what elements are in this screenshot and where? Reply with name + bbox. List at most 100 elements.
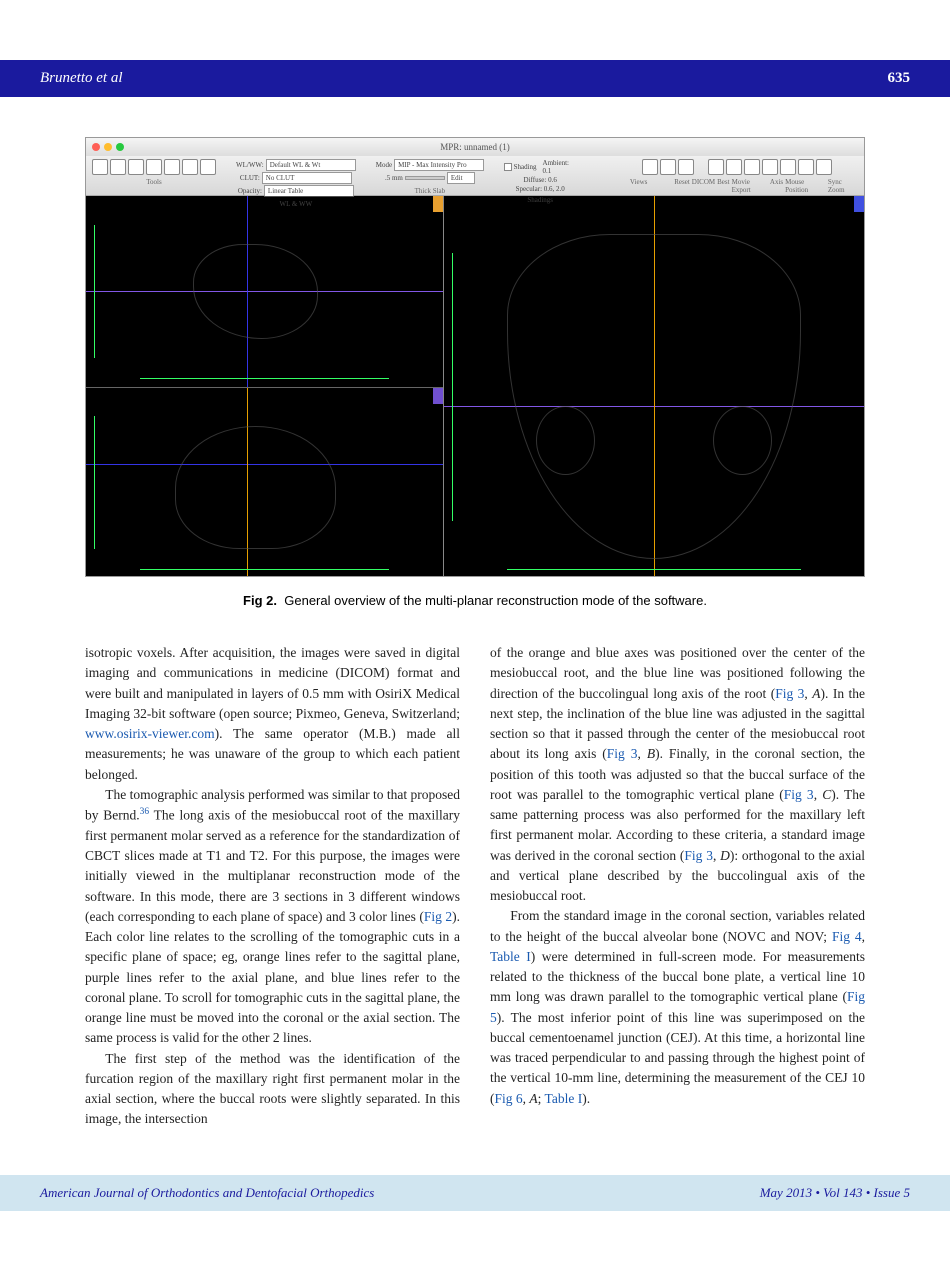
link-table1[interactable]: Table I — [490, 949, 531, 964]
header-bar: Brunetto et al 635 — [0, 60, 950, 97]
r-lbl: Best — [717, 178, 729, 194]
tool-icon — [128, 159, 144, 175]
ruler — [140, 569, 390, 570]
column-left: isotropic voxels. After acquisition, the… — [85, 643, 460, 1130]
sagittal-pane — [86, 196, 443, 388]
panel-A: A — [529, 1091, 537, 1106]
r-lbl: Mouse Position — [785, 178, 826, 194]
para: From the standard image in the coronal s… — [490, 906, 865, 1109]
link-fig2[interactable]: Fig 2 — [424, 909, 452, 924]
header-author: Brunetto et al — [40, 70, 123, 87]
window-title: MPR: unnamed (1) — [440, 142, 510, 152]
caption-text: General overview of the multi-planar rec… — [284, 593, 707, 608]
link-fig4[interactable]: Fig 4 — [832, 929, 862, 944]
wlww-l3: Opacity: — [238, 187, 262, 195]
blue-tag — [854, 196, 864, 212]
right-tools: Views Reset DICOM Best Movie Export Axis… — [616, 159, 858, 194]
anatomy-outline — [193, 244, 318, 339]
r-lbl: Axis — [770, 178, 783, 194]
thick-slider — [405, 176, 445, 180]
para: The tomographic analysis performed was s… — [85, 785, 460, 1049]
panel-A: A — [812, 686, 820, 701]
shad-amb: Ambient: 0.1 — [543, 159, 577, 175]
best-icon — [744, 159, 760, 175]
panel-C: C — [822, 787, 831, 802]
sync-icon — [816, 159, 832, 175]
wlww-sel1: Default WL & Wt — [266, 159, 356, 171]
close-dot — [92, 143, 100, 151]
thick-mode: Mode — [376, 161, 392, 169]
purple-tag — [433, 388, 443, 404]
issue-info: May 2013 • Vol 143 • Issue 5 — [760, 1185, 910, 1201]
tool-icon — [164, 159, 180, 175]
body-columns: isotropic voxels. After acquisition, the… — [85, 643, 865, 1130]
tool-icon — [200, 159, 216, 175]
toolbar: Tools WL/WW:Default WL & Wt CLUT:No CLUT… — [86, 156, 864, 196]
figure-caption: Fig 2. General overview of the multi-pla… — [85, 593, 865, 608]
software-screenshot: MPR: unnamed (1) Tools — [85, 137, 865, 577]
zoom-dot — [116, 143, 124, 151]
mouse-icon — [798, 159, 814, 175]
thick-sel: MIP - Max Intensity Pro — [394, 159, 484, 171]
panel-B: B — [647, 746, 655, 761]
tool-icon — [92, 159, 108, 175]
traffic-lights — [92, 143, 124, 151]
orange-tag — [433, 196, 443, 212]
text: ) were determined in full-screen mode. F… — [490, 949, 865, 1005]
content-area: MPR: unnamed (1) Tools — [0, 137, 950, 1130]
link-fig3[interactable]: Fig 3 — [607, 746, 638, 761]
text: From the standard image in the coronal s… — [490, 908, 865, 943]
ruler — [452, 253, 453, 520]
figure-2: MPR: unnamed (1) Tools — [85, 137, 865, 608]
mpr-views — [86, 196, 864, 577]
ref-36[interactable]: 36 — [140, 807, 149, 817]
tools-label: Tools — [146, 178, 161, 186]
r-lbl: Movie Export — [732, 178, 768, 194]
header-page-number: 635 — [888, 70, 911, 87]
para: The first step of the method was the ide… — [85, 1049, 460, 1130]
tool-icon — [110, 159, 126, 175]
para: of the orange and blue axes was position… — [490, 643, 865, 906]
link-osirix[interactable]: www.osirix-viewer.com — [85, 726, 215, 741]
views-icon — [678, 159, 694, 175]
tool-icon — [146, 159, 162, 175]
r-lbl: Sync Zoom — [828, 178, 858, 194]
link-table1[interactable]: Table I — [545, 1091, 583, 1106]
thick-mm: .5 mm — [385, 174, 403, 182]
anatomy-outline — [175, 426, 336, 550]
text: , — [638, 746, 647, 761]
movie-icon — [762, 159, 778, 175]
text: The first step of the method was the ide… — [85, 1051, 460, 1127]
column-right: of the orange and blue axes was position… — [490, 643, 865, 1130]
shad-check: Shading — [514, 163, 537, 171]
wlww-l2: CLUT: — [240, 174, 260, 182]
text: ). — [582, 1091, 590, 1106]
dicom-icon — [726, 159, 742, 175]
link-fig3[interactable]: Fig 3 — [684, 848, 713, 863]
tool-icon — [182, 159, 198, 175]
ruler — [94, 225, 95, 358]
views-icon — [660, 159, 676, 175]
shad-spec: Specular: 0.6, 2.0 — [516, 185, 565, 193]
ruler — [140, 378, 390, 379]
window-titlebar: MPR: unnamed (1) — [86, 138, 864, 156]
shading-check — [504, 163, 511, 171]
text: , — [862, 929, 865, 944]
r-lbl: DICOM — [692, 178, 715, 194]
link-fig3[interactable]: Fig 3 — [784, 787, 814, 802]
views-icon — [642, 159, 658, 175]
anatomy-tooth — [536, 406, 595, 475]
journal-name: American Journal of Orthodontics and Den… — [40, 1185, 374, 1201]
tools-group: Tools — [92, 159, 216, 186]
text: , — [814, 787, 823, 802]
text: ). Each color line relates to the scroll… — [85, 909, 460, 1046]
text: isotropic voxels. After acquisition, the… — [85, 645, 460, 721]
text: ; — [538, 1091, 545, 1106]
anatomy-tooth — [713, 406, 772, 475]
panel-D: D — [720, 848, 730, 863]
thick-edit: Edit — [447, 172, 475, 184]
para: isotropic voxels. After acquisition, the… — [85, 643, 460, 785]
link-fig6[interactable]: Fig 6 — [495, 1091, 523, 1106]
link-fig3[interactable]: Fig 3 — [775, 686, 804, 701]
wlww-sel2: No CLUT — [262, 172, 352, 184]
